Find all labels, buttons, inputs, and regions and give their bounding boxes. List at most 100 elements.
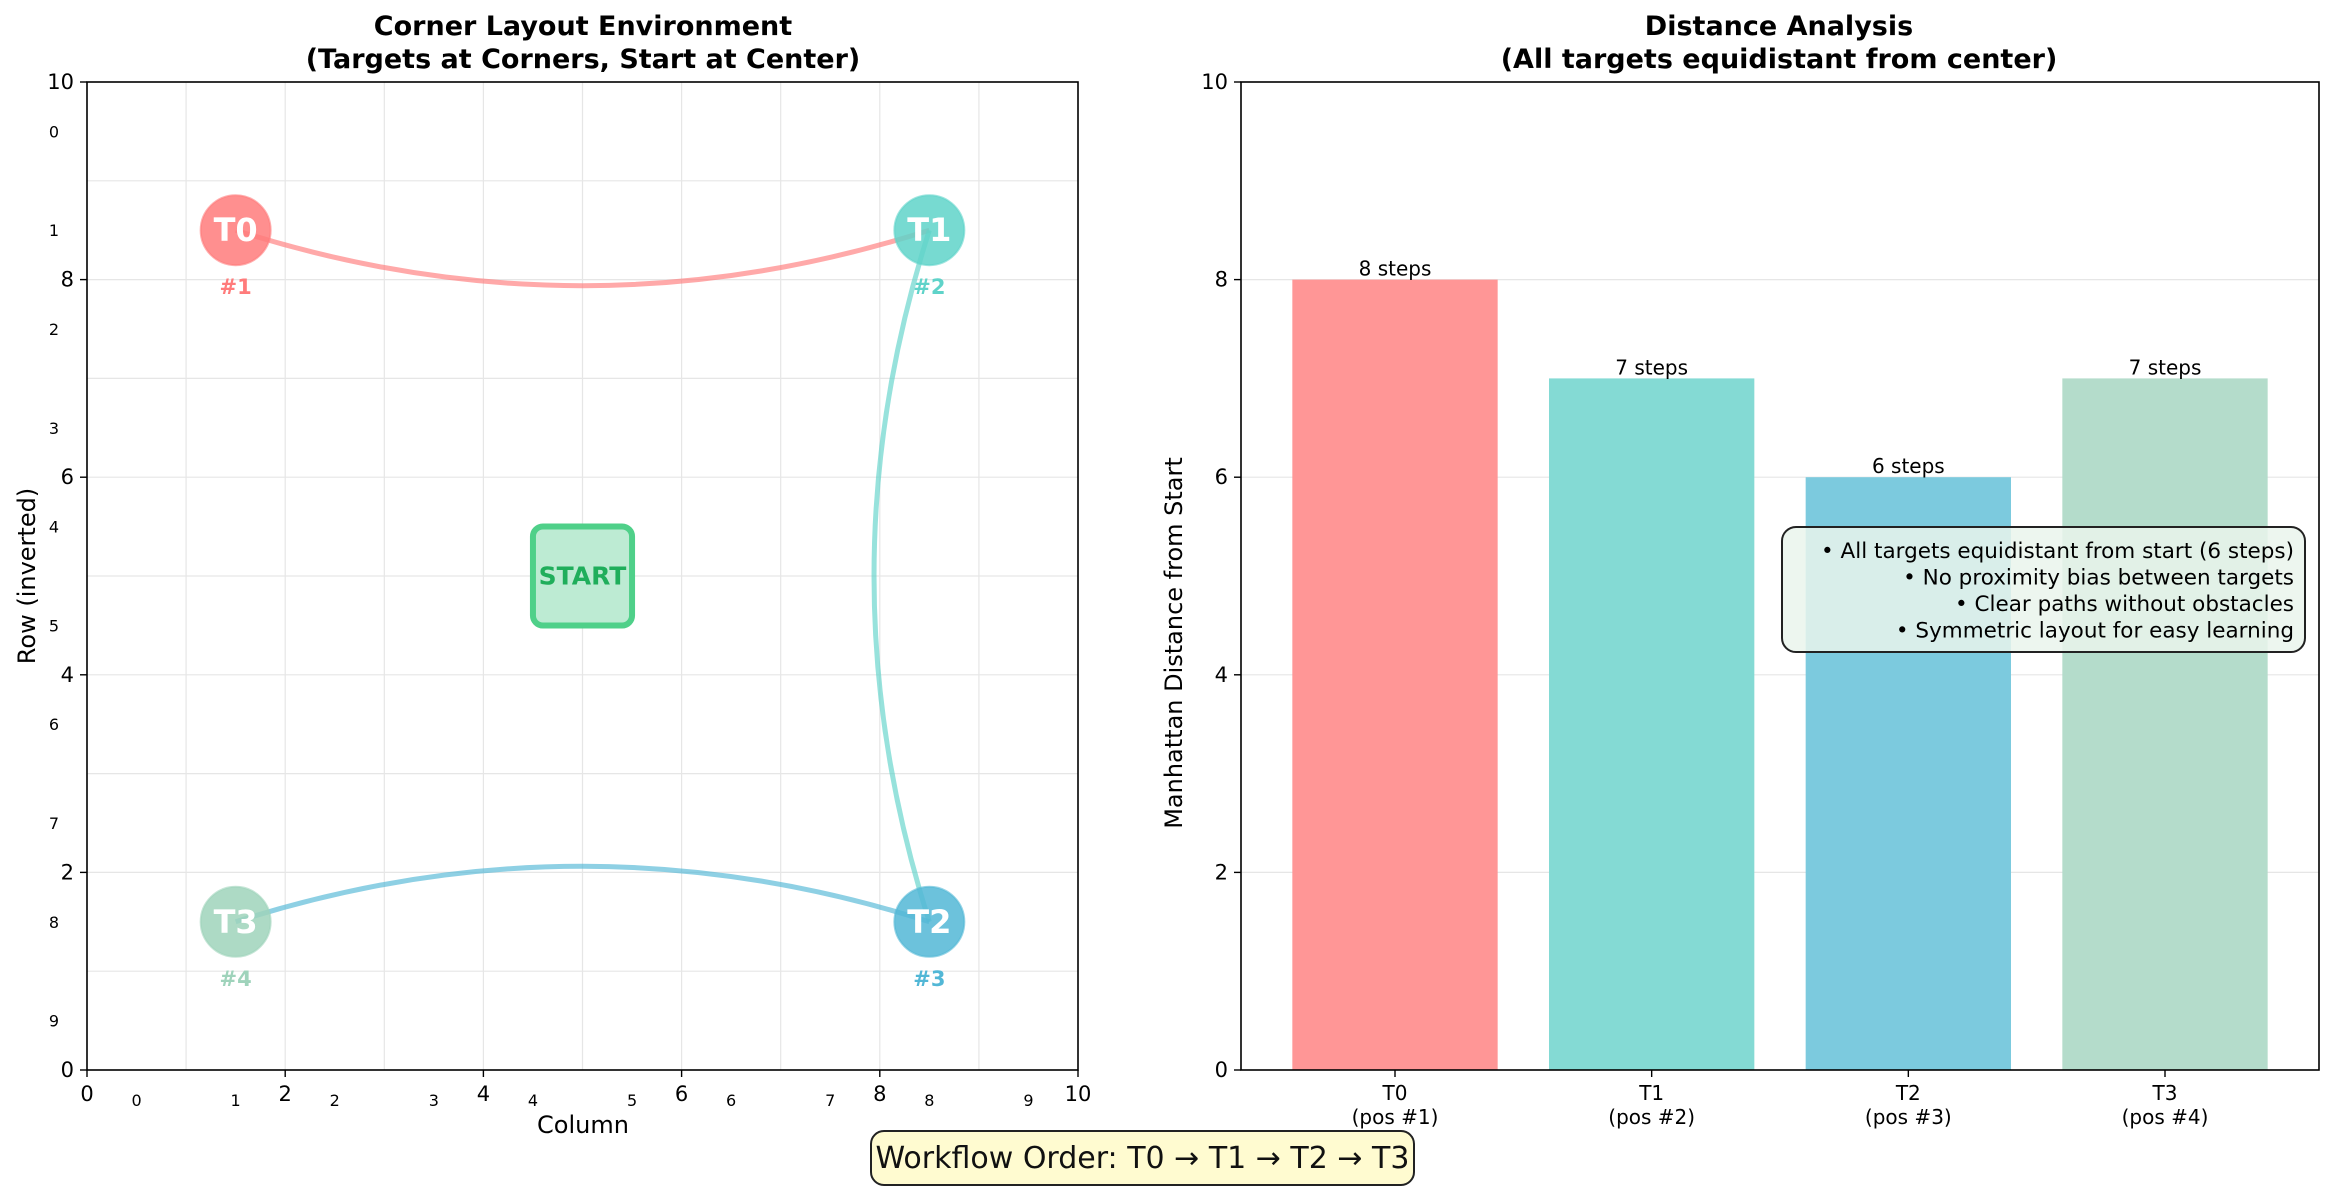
target-circle bbox=[893, 885, 966, 958]
column-label: 6 bbox=[726, 1091, 736, 1110]
left-chart-subtitle: (Targets at Corners, Start at Center) bbox=[306, 44, 861, 75]
right-y-ticks: 0 2 4 6 8 10 bbox=[1201, 70, 1241, 1082]
row-label: 9 bbox=[49, 1012, 59, 1031]
right-y-tick-label: 0 bbox=[1215, 1058, 1228, 1082]
left-y-tick-label: 2 bbox=[61, 860, 74, 884]
annotation-box: • All targets equidistant from start (6 … bbox=[1781, 526, 2306, 653]
workflow-path-T2-T3 bbox=[234, 863, 931, 925]
workflow-path-T1-T2 bbox=[871, 229, 932, 923]
row-label: 3 bbox=[49, 419, 59, 438]
targets: T0 #1 T1 #2 T2 #3 T3 #4 bbox=[199, 194, 966, 991]
column-label: 3 bbox=[429, 1091, 439, 1110]
target-circle bbox=[199, 885, 272, 958]
right-x-tick-label: T3 bbox=[2152, 1081, 2178, 1105]
target-order: #4 bbox=[220, 967, 252, 991]
left-y-tick-label: 0 bbox=[61, 1058, 74, 1082]
workflow-paths bbox=[234, 227, 932, 925]
row-label: 6 bbox=[49, 715, 59, 734]
workflow-path-T0-T1 bbox=[234, 227, 931, 289]
grid-environment-chart: Corner Layout Environment (Targets at Co… bbox=[13, 11, 1091, 1139]
row-label: 4 bbox=[49, 518, 59, 537]
target-circle bbox=[893, 194, 966, 267]
column-label: 8 bbox=[924, 1091, 934, 1110]
left-grid-lines bbox=[87, 82, 1078, 1070]
left-y-tick-label: 6 bbox=[61, 465, 74, 489]
bar-value-labels: 8 steps 7 steps 6 steps 7 steps bbox=[1359, 257, 2202, 479]
right-chart-subtitle: (All targets equidistant from center) bbox=[1501, 44, 2058, 75]
left-x-tick-label: 6 bbox=[675, 1082, 688, 1106]
column-label: 4 bbox=[528, 1091, 538, 1110]
row-label: 1 bbox=[49, 221, 59, 240]
target-T0: T0 #1 bbox=[199, 194, 272, 299]
column-label: 2 bbox=[330, 1091, 340, 1110]
right-y-tick-label: 8 bbox=[1215, 268, 1228, 292]
annotation-line: • No proximity bias between targets bbox=[1903, 566, 2294, 591]
row-label: 5 bbox=[49, 616, 59, 635]
target-T2: T2 #3 bbox=[893, 885, 966, 991]
left-x-tick-label: 4 bbox=[477, 1082, 490, 1106]
bar-value-label: 6 steps bbox=[1872, 454, 1945, 478]
row-label: 0 bbox=[49, 122, 59, 141]
left-y-tick-label: 8 bbox=[61, 268, 74, 292]
row-label: 2 bbox=[49, 320, 59, 339]
right-plot-frame bbox=[1240, 81, 2320, 1071]
right-x-tick-sublabel: (pos #2) bbox=[1608, 1105, 1695, 1129]
right-x-tick-label: T2 bbox=[1895, 1081, 1921, 1105]
annotation-background bbox=[1781, 526, 2306, 653]
right-chart-title: Distance Analysis bbox=[1645, 11, 1913, 42]
left-plot-frame bbox=[86, 81, 1079, 1071]
target-order: #3 bbox=[913, 967, 945, 991]
column-labels: 0 1 2 3 4 5 6 7 8 9 bbox=[131, 1091, 1033, 1110]
right-x-tick-sublabel: (pos #4) bbox=[2122, 1105, 2209, 1129]
workflow-order-text: Workflow Order: T0 → T1 → T2 → T3 bbox=[875, 1140, 1410, 1176]
distance-bar-chart: Distance Analysis (All targets equidista… bbox=[1160, 11, 2320, 1129]
right-x-tick-sublabel: (pos #1) bbox=[1352, 1105, 1439, 1129]
left-chart-title: Corner Layout Environment bbox=[374, 11, 792, 42]
target-label: T3 bbox=[214, 903, 258, 941]
row-label: 7 bbox=[49, 814, 59, 833]
right-x-tick-sublabel: (pos #3) bbox=[1865, 1105, 1952, 1129]
right-x-ticks: T0(pos #1) T1(pos #2) T2(pos #3) T3(pos #4) bbox=[1352, 1070, 2209, 1129]
right-y-axis-label: Manhattan Distance from Start bbox=[1160, 457, 1188, 829]
bar-T3 bbox=[2062, 378, 2268, 1070]
right-y-tick-label: 6 bbox=[1215, 465, 1228, 489]
right-y-tick-label: 4 bbox=[1215, 663, 1228, 687]
annotation-line: • Clear paths without obstacles bbox=[1955, 592, 2294, 617]
bar-T0 bbox=[1292, 279, 1498, 1071]
annotation-line: • Symmetric layout for easy learning bbox=[1896, 619, 2294, 644]
column-label: 1 bbox=[231, 1091, 241, 1110]
left-x-tick-label: 0 bbox=[80, 1082, 93, 1106]
workflow-order-banner: Workflow Order: T0 → T1 → T2 → T3 bbox=[870, 1130, 1415, 1186]
left-y-axis-label: Row (inverted) bbox=[13, 488, 41, 664]
left-x-axis-label: Column bbox=[537, 1111, 629, 1139]
left-x-ticks: 0 2 4 6 8 10 bbox=[80, 1070, 1091, 1106]
bar-T1 bbox=[1549, 378, 1755, 1070]
left-x-tick-label: 10 bbox=[1065, 1082, 1092, 1106]
bar-value-label: 7 steps bbox=[1615, 355, 1688, 379]
bars bbox=[1292, 279, 2268, 1071]
target-label: T1 bbox=[907, 211, 951, 249]
target-circle bbox=[199, 194, 272, 267]
start-marker: START bbox=[529, 523, 636, 629]
start-label: START bbox=[539, 562, 627, 591]
left-y-tick-label: 4 bbox=[61, 663, 74, 687]
target-label: T2 bbox=[907, 903, 951, 941]
left-x-tick-label: 2 bbox=[279, 1082, 292, 1106]
column-label: 5 bbox=[627, 1091, 637, 1110]
target-label: T0 bbox=[214, 211, 258, 249]
row-labels: 0 1 2 3 4 5 6 7 8 9 bbox=[49, 122, 59, 1030]
start-box bbox=[529, 523, 636, 629]
target-order: #2 bbox=[913, 275, 945, 299]
right-x-tick-label: T1 bbox=[1638, 1081, 1664, 1105]
right-y-tick-label: 10 bbox=[1201, 70, 1228, 94]
annotation-lines: • All targets equidistant from start (6 … bbox=[1821, 539, 2294, 644]
left-x-tick-label: 8 bbox=[873, 1082, 886, 1106]
column-label: 9 bbox=[1023, 1091, 1033, 1110]
right-x-tick-label: T0 bbox=[1382, 1081, 1408, 1105]
left-y-tick-label: 10 bbox=[47, 70, 74, 94]
bar-value-label: 7 steps bbox=[2129, 355, 2202, 379]
target-order: #1 bbox=[220, 275, 252, 299]
target-T1: T1 #2 bbox=[893, 194, 966, 299]
